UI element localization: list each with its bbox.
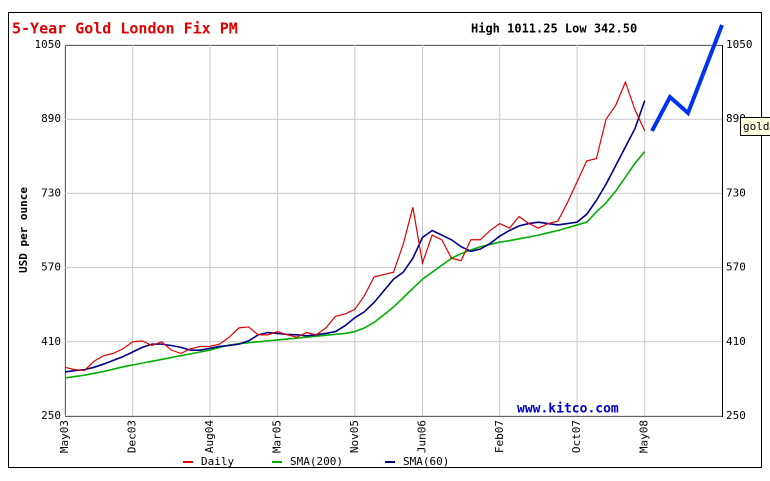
subtitle: High 1011.25 Low 342.50 (471, 22, 637, 36)
x-tick-label: May08 (638, 420, 651, 453)
x-tick-label: Dec03 (126, 420, 139, 453)
x-tick-label: Jun06 (415, 420, 428, 453)
y-tick-label: 410 (41, 335, 61, 348)
legend-label: SMA(60) (403, 455, 449, 468)
x-tick-label: May03 (58, 420, 71, 453)
legend-label: Daily (201, 455, 234, 468)
x-tick-label: Mar05 (271, 420, 284, 453)
y2-tick-label: 410 (726, 335, 746, 348)
legend-label: SMA(200) (290, 455, 343, 468)
x-tick-label: Nov05 (348, 420, 361, 453)
tooltip-text: gold (743, 120, 770, 133)
y-tick-label: 1050 (35, 38, 62, 51)
y2-tick-label: 570 (726, 261, 746, 274)
y-tick-label: 890 (41, 112, 61, 125)
series-line (64, 151, 646, 379)
watermark: www.kitco.com (517, 402, 619, 417)
x-tick-label: Aug04 (203, 420, 216, 453)
y2-tick-label: 1050 (726, 38, 753, 51)
tooltip-box (740, 117, 770, 136)
chart-title: 5-Year Gold London Fix PM (12, 20, 238, 38)
x-tick-label: Oct07 (570, 420, 583, 453)
frame (8, 12, 762, 468)
series-line (64, 80, 646, 372)
y2-tick-label: 730 (726, 186, 746, 199)
y-tick-label: 570 (41, 261, 61, 274)
y-axis-label: USD per ounce (17, 187, 30, 273)
y2-tick-label: 250 (726, 409, 746, 422)
y-tick-label: 250 (41, 409, 61, 422)
y-tick-label: 730 (41, 186, 61, 199)
x-tick-label: Feb07 (493, 420, 506, 453)
hand-drawn-projection (650, 24, 724, 132)
